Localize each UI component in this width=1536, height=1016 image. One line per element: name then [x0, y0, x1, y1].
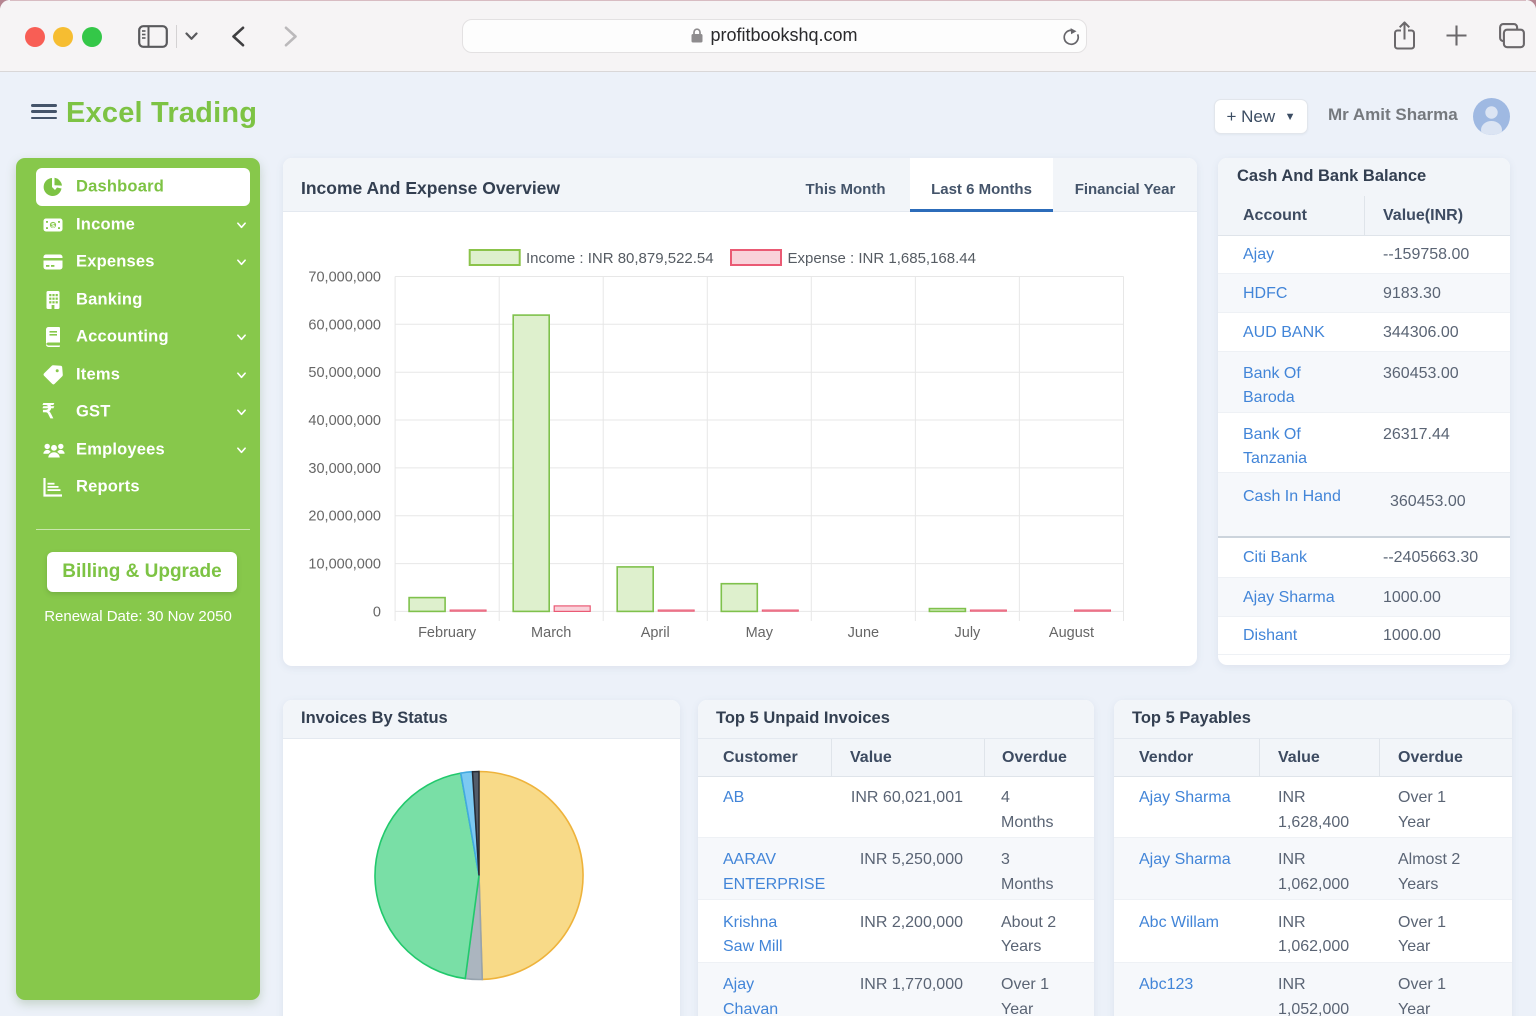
svg-text:March: March — [531, 625, 571, 641]
svg-text:$: $ — [51, 222, 55, 229]
svg-text:30,000,000: 30,000,000 — [308, 461, 381, 477]
svg-text:60,000,000: 60,000,000 — [308, 317, 381, 333]
svg-text:20,000,000: 20,000,000 — [308, 509, 381, 525]
svg-text:Expense : INR 1,685,168.44: Expense : INR 1,685,168.44 — [788, 250, 976, 267]
svg-text:0: 0 — [373, 604, 381, 620]
svg-text:February: February — [418, 625, 477, 641]
svg-text:70,000,000: 70,000,000 — [308, 270, 381, 286]
svg-text:July: July — [955, 625, 982, 641]
svg-text:Income : INR 80,879,522.54: Income : INR 80,879,522.54 — [526, 250, 714, 267]
svg-text:August: August — [1049, 625, 1094, 641]
svg-text:May: May — [746, 625, 774, 641]
svg-text:40,000,000: 40,000,000 — [308, 413, 381, 429]
svg-text:10,000,000: 10,000,000 — [308, 557, 381, 573]
svg-text:50,000,000: 50,000,000 — [308, 365, 381, 381]
svg-text:April: April — [641, 625, 670, 641]
svg-text:June: June — [848, 625, 879, 641]
